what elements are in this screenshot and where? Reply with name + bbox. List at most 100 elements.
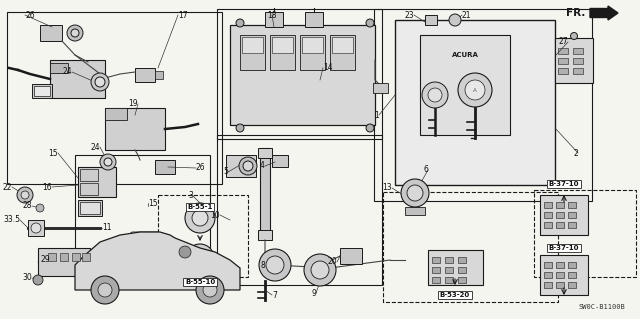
Text: 17: 17	[178, 11, 188, 19]
Circle shape	[449, 14, 461, 26]
Text: FR.: FR.	[566, 8, 585, 18]
Text: A: A	[473, 87, 477, 93]
Circle shape	[428, 88, 442, 102]
Bar	[395, 20, 555, 185]
Bar	[544, 202, 552, 208]
Bar	[544, 262, 552, 268]
Circle shape	[196, 276, 224, 304]
Bar	[80, 183, 98, 195]
Text: SW0C-B1100B: SW0C-B1100B	[579, 304, 625, 310]
Bar	[305, 12, 323, 27]
Text: 26: 26	[196, 164, 205, 173]
Circle shape	[570, 33, 577, 40]
Text: 30: 30	[22, 273, 32, 283]
Circle shape	[243, 161, 253, 171]
Text: 33.5: 33.5	[3, 216, 20, 225]
Circle shape	[192, 250, 208, 266]
Text: 29: 29	[40, 256, 50, 264]
Bar	[32, 84, 52, 98]
Text: 11: 11	[102, 224, 111, 233]
Bar	[445, 257, 453, 263]
Text: 24: 24	[90, 143, 100, 152]
Text: B-37-10: B-37-10	[548, 245, 579, 251]
Circle shape	[67, 25, 83, 41]
Bar	[7, 12, 222, 184]
Circle shape	[366, 19, 374, 27]
Bar	[38, 248, 90, 276]
Text: 9: 9	[311, 288, 316, 298]
Bar	[48, 253, 56, 261]
Circle shape	[266, 256, 284, 274]
Bar	[558, 48, 568, 54]
Circle shape	[31, 223, 41, 233]
Bar	[458, 257, 466, 263]
Bar	[226, 155, 256, 177]
Bar	[105, 108, 127, 120]
Circle shape	[91, 73, 109, 91]
Polygon shape	[75, 232, 240, 290]
Text: B-55-1: B-55-1	[188, 204, 212, 210]
Text: ACURA: ACURA	[452, 52, 479, 58]
Text: 16: 16	[42, 182, 52, 191]
Bar	[556, 212, 564, 218]
Bar	[217, 9, 382, 139]
Text: 13: 13	[382, 183, 392, 192]
Circle shape	[401, 179, 429, 207]
Bar	[80, 202, 100, 214]
Circle shape	[236, 19, 244, 27]
Circle shape	[21, 191, 29, 199]
Bar	[544, 212, 552, 218]
Bar	[373, 83, 388, 93]
Bar	[556, 222, 564, 228]
Text: B-55-10: B-55-10	[185, 279, 215, 285]
Text: 24: 24	[62, 68, 72, 77]
Bar	[425, 15, 437, 25]
Text: 2: 2	[573, 149, 578, 158]
Bar	[34, 86, 50, 96]
Bar	[573, 48, 583, 54]
Bar	[432, 267, 440, 273]
Text: 22: 22	[3, 182, 12, 191]
Bar	[230, 25, 375, 125]
Bar	[383, 192, 558, 302]
Bar	[558, 68, 568, 74]
Bar	[60, 253, 68, 261]
Bar	[568, 212, 576, 218]
Circle shape	[259, 249, 291, 281]
Bar	[558, 58, 568, 64]
Text: 23: 23	[404, 11, 414, 19]
Circle shape	[366, 124, 374, 132]
Text: 15: 15	[148, 198, 157, 207]
Circle shape	[36, 204, 44, 212]
Bar	[432, 257, 440, 263]
Text: 4: 4	[260, 161, 265, 170]
Circle shape	[465, 80, 485, 100]
Bar	[568, 222, 576, 228]
Text: 10: 10	[211, 211, 220, 219]
Bar	[258, 148, 272, 158]
Bar	[300, 35, 325, 70]
Bar	[556, 272, 564, 278]
Bar	[332, 37, 353, 53]
Bar	[50, 60, 105, 98]
Bar	[75, 155, 210, 255]
Text: 8: 8	[260, 261, 265, 270]
Bar	[217, 135, 382, 285]
Circle shape	[236, 124, 244, 132]
Bar	[40, 25, 62, 41]
Bar	[458, 277, 466, 283]
Bar	[302, 37, 323, 53]
Bar	[258, 230, 272, 240]
Bar	[556, 202, 564, 208]
Bar	[260, 148, 270, 238]
Circle shape	[71, 29, 79, 37]
Circle shape	[203, 283, 217, 297]
Bar	[432, 277, 440, 283]
Bar	[544, 272, 552, 278]
Circle shape	[192, 210, 208, 226]
Bar	[78, 200, 102, 216]
Circle shape	[458, 73, 492, 107]
Circle shape	[311, 261, 329, 279]
Text: 5: 5	[223, 167, 228, 176]
Bar	[540, 195, 588, 235]
